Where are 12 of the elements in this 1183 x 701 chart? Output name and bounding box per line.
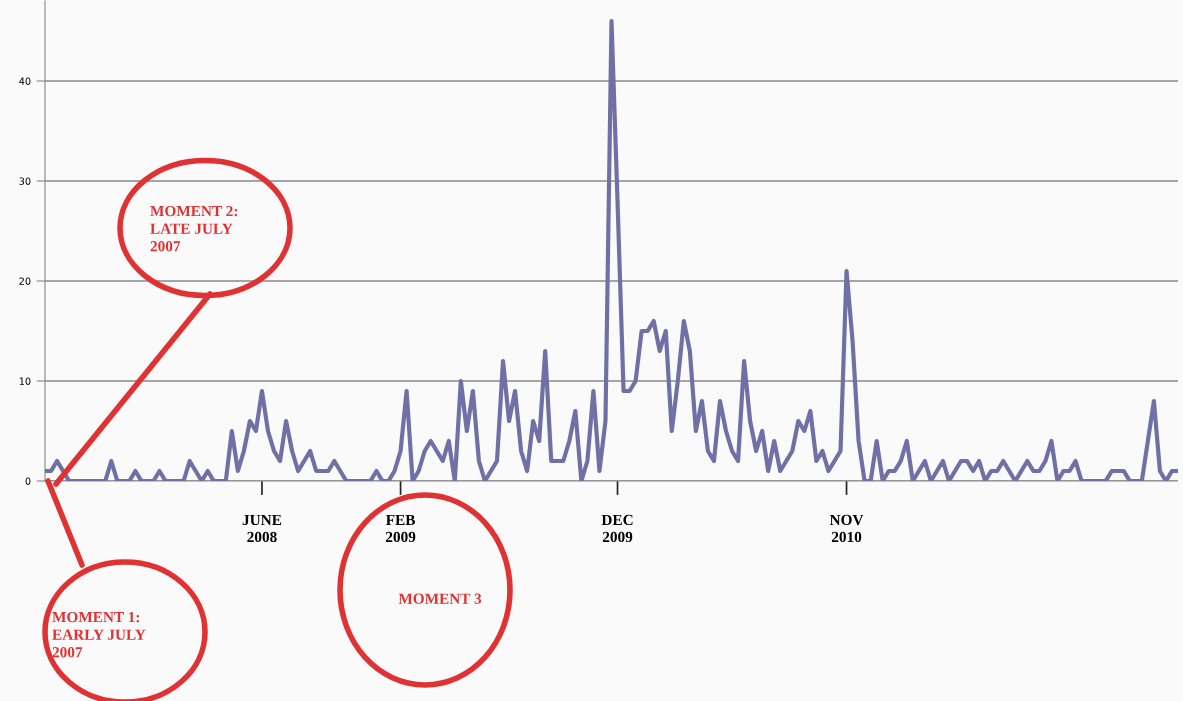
x-tick-label: NOV 2010 xyxy=(829,514,864,543)
annotation: MOMENT 2: LATE JULY 2007 xyxy=(150,205,238,252)
y-tick-label: 30 xyxy=(19,177,31,185)
y-tick-label: 40 xyxy=(19,77,31,85)
x-tick-label: FEB 2009 xyxy=(385,514,416,543)
y-tick-label: 20 xyxy=(19,277,31,285)
text: MOMENT 3 xyxy=(398,593,482,604)
text: MOMENT 1: EARLY JULY 2007 xyxy=(52,611,146,658)
y-tick-label: 10 xyxy=(19,377,31,385)
x-tick-label: JUNE 2008 xyxy=(242,514,282,543)
x-tick-label: DEC 2009 xyxy=(601,514,633,543)
y-tick-label: 0 xyxy=(25,477,31,485)
